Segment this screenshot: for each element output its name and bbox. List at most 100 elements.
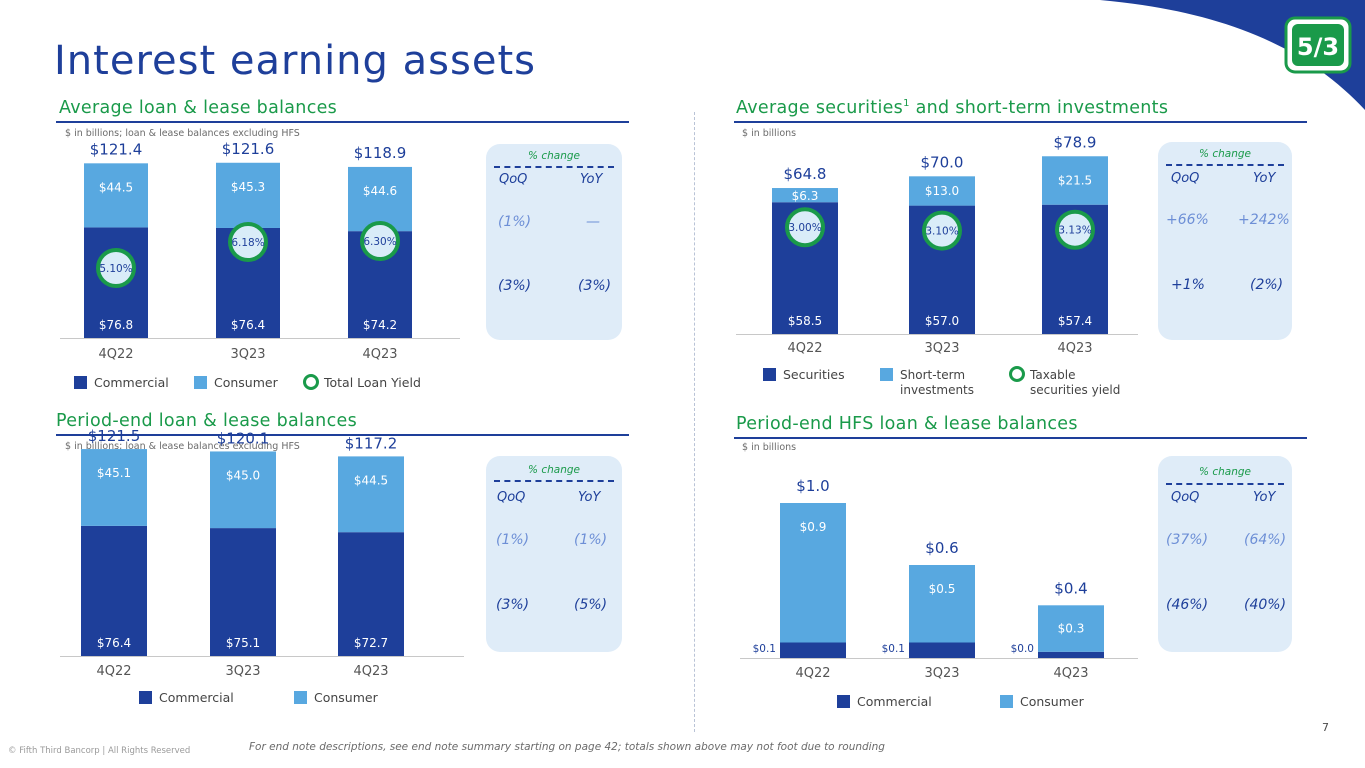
qoq-label: QoQ bbox=[499, 172, 528, 187]
consumer-yoy: (1%) bbox=[574, 532, 608, 548]
avg-securities-bar-short-term-investments bbox=[909, 176, 975, 206]
avg-securities-legend-label: Securities bbox=[783, 367, 845, 382]
avg-loans-category-label: 3Q23 bbox=[230, 347, 265, 362]
avg-securities-total-label: $64.8 bbox=[784, 165, 827, 183]
avg-securities-category-label: 4Q22 bbox=[787, 341, 822, 356]
pe-loans-category-label: 3Q23 bbox=[225, 664, 260, 679]
avg-securities-yield-marker bbox=[1055, 209, 1095, 250]
commercial-qoq: (1%) bbox=[498, 214, 532, 230]
avg-loans-yield-marker bbox=[96, 248, 136, 288]
avg-securities-subtitle: $ in billions bbox=[742, 128, 797, 139]
avg-securities-bar-short-term-investments bbox=[1042, 156, 1108, 205]
avg-loans-segment-label: $76.4 bbox=[231, 318, 265, 332]
yoy-label: YoY bbox=[578, 490, 601, 505]
avg-securities-yield-marker bbox=[785, 207, 825, 248]
pe-loans-segment-label: $45.0 bbox=[226, 468, 260, 482]
avg-loans-total-label: $121.6 bbox=[222, 140, 275, 158]
copyright: © Fifth Third Bancorp | All Rights Reser… bbox=[8, 746, 191, 756]
footer-note: For end note descriptions, see end note … bbox=[249, 741, 885, 753]
consumer-yoy: (64%) bbox=[1244, 532, 1287, 548]
avg-securities-segment-label: $57.0 bbox=[925, 314, 959, 328]
pe-loans-segment-label: $44.5 bbox=[354, 473, 388, 487]
pe-hfs-rule bbox=[734, 437, 1307, 439]
avg-loans-change-box: % change QoQ YoY (1%) — (3%) (3%) bbox=[486, 144, 622, 340]
pe-loans-rule bbox=[56, 434, 629, 436]
pe-hfs-bar-consumer bbox=[1038, 605, 1104, 652]
avg-securities-legend-label: Taxable securities yield bbox=[1029, 368, 1120, 397]
pe-loans-segment-label: $76.4 bbox=[97, 636, 131, 650]
commercial-qoq: (3%) bbox=[496, 597, 530, 613]
pe-loans-change-box: % change QoQ YoY (1%) (1%) (3%) (5%) bbox=[486, 456, 622, 652]
avg-securities-title: Average securities1 and short-term inves… bbox=[736, 98, 1169, 118]
pe-loans-bar-consumer bbox=[210, 451, 276, 529]
pe-hfs-segment-label: $0.9 bbox=[800, 520, 827, 534]
consumer-qoq: (1%) bbox=[496, 532, 530, 548]
pe-hfs-segment-label: $0.0 bbox=[1011, 643, 1034, 655]
avg-loans-bar-consumer bbox=[84, 163, 148, 228]
avg-securities-rule bbox=[734, 121, 1307, 123]
pe-hfs-category-label: 3Q23 bbox=[924, 666, 959, 681]
pe-loans-title: Period-end loan & lease balances bbox=[56, 411, 357, 431]
pe-loans-bar-commercial bbox=[338, 532, 404, 656]
pe-loans-bar-consumer bbox=[338, 456, 404, 533]
pe-loans-legend-swatch bbox=[139, 691, 152, 704]
pe-loans-legend-swatch bbox=[294, 691, 307, 704]
pe-hfs-total-label: $0.6 bbox=[925, 539, 958, 557]
change-title: % change bbox=[528, 150, 580, 162]
avg-securities-category-label: 4Q23 bbox=[1057, 341, 1092, 356]
pe-hfs-subtitle: $ in billions bbox=[742, 442, 797, 453]
avg-securities-category-label: 3Q23 bbox=[924, 341, 959, 356]
yoy-label: YoY bbox=[580, 172, 603, 187]
commercial-qoq: (46%) bbox=[1166, 597, 1209, 613]
yoy-label: YoY bbox=[1253, 171, 1276, 186]
change-dash bbox=[494, 166, 614, 168]
yoy-label: YoY bbox=[1253, 490, 1276, 505]
pe-hfs-change-box: % change QoQ YoY (37%) (64%) (46%) (40%) bbox=[1158, 456, 1292, 652]
short-term-yoy: +242% bbox=[1238, 212, 1290, 228]
pe-hfs-legend-swatch bbox=[1000, 695, 1013, 708]
avg-loans-category-label: 4Q22 bbox=[98, 347, 133, 362]
change-title: % change bbox=[1199, 466, 1251, 478]
pe-loans-category-label: 4Q22 bbox=[96, 664, 131, 679]
pe-hfs-legend-swatch bbox=[837, 695, 850, 708]
avg-loans-total-label: $118.9 bbox=[354, 144, 407, 162]
securities-yoy: (2%) bbox=[1250, 277, 1284, 293]
qoq-label: QoQ bbox=[497, 490, 526, 505]
consumer-yoy: (3%) bbox=[578, 278, 612, 294]
avg-loans-subtitle: $ in billions; loan & lease balances exc… bbox=[65, 128, 300, 139]
pe-loans-total-label: $117.2 bbox=[345, 434, 398, 452]
avg-securities-segment-label: $13.0 bbox=[925, 184, 959, 198]
avg-loans-yield-label: 5.10% bbox=[99, 263, 132, 275]
avg-securities-yield-label: 3.00% bbox=[788, 222, 821, 234]
avg-loans-segment-label: $76.8 bbox=[99, 318, 133, 332]
avg-securities-change-box: % change QoQ YoY +66% +242% +1% (2%) bbox=[1158, 142, 1292, 340]
avg-loans-segment-label: $44.6 bbox=[363, 184, 397, 198]
avg-securities-legend-label: Short-term investments bbox=[900, 368, 974, 397]
pe-hfs-category-label: 4Q23 bbox=[1053, 666, 1088, 681]
avg-loans-yield-label: 6.30% bbox=[363, 236, 396, 248]
avg-securities-segment-label: $57.4 bbox=[1058, 314, 1092, 328]
avg-loans-category-label: 4Q23 bbox=[362, 347, 397, 362]
pe-loans-legend-label: Consumer bbox=[314, 690, 379, 705]
avg-loans-legend-swatch bbox=[303, 374, 319, 390]
pe-hfs-bar-commercial bbox=[1038, 651, 1104, 658]
commercial-yoy: — bbox=[586, 214, 600, 230]
avg-loans-segment-label: $74.2 bbox=[363, 318, 397, 332]
pe-hfs-bar-commercial bbox=[780, 642, 846, 658]
avg-loans-yield-label: 6.18% bbox=[231, 237, 264, 249]
column-divider bbox=[694, 112, 695, 732]
pe-loans-bar-commercial bbox=[81, 525, 147, 656]
consumer-qoq: (3%) bbox=[498, 278, 532, 294]
avg-loans-legend-swatch bbox=[74, 376, 87, 389]
pe-loans-legend-label: Commercial bbox=[159, 690, 234, 705]
pe-hfs-category-label: 4Q22 bbox=[795, 666, 830, 681]
pe-hfs-title: Period-end HFS loan & lease balances bbox=[736, 414, 1078, 434]
pe-hfs-legend-label: Commercial bbox=[857, 694, 932, 709]
avg-loans-legend-label: Consumer bbox=[214, 375, 279, 390]
avg-loans-segment-label: $44.5 bbox=[99, 180, 133, 194]
pe-loans-total-label: $121.5 bbox=[88, 427, 141, 445]
pe-hfs-segment-label: $0.1 bbox=[753, 643, 776, 655]
avg-loans-title: Average loan & lease balances bbox=[59, 98, 338, 118]
consumer-qoq: (37%) bbox=[1166, 532, 1209, 548]
